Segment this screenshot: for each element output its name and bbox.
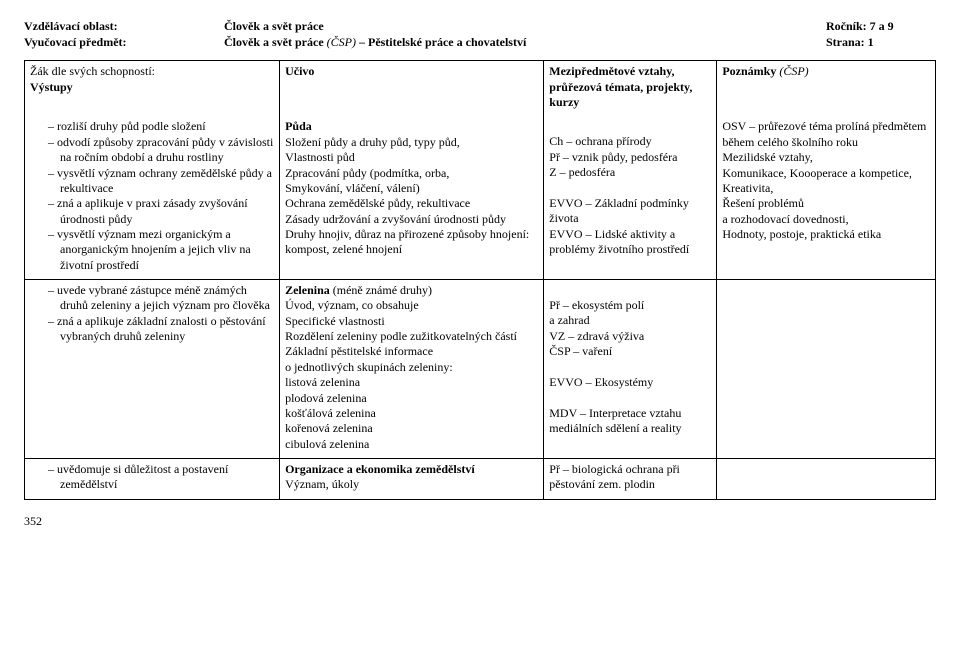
cell-vztahy-3: Př – biologická ochrana při pěstování ze… bbox=[544, 459, 717, 500]
cell-pozn-2 bbox=[717, 280, 936, 459]
cell-vystupy-3: uvědomuje si důležitost a postavení země… bbox=[25, 459, 280, 500]
list-item: uvede vybrané zástupce méně známých druh… bbox=[48, 283, 274, 314]
list-item: vysvětlí význam ochrany zemědělské půdy … bbox=[48, 166, 274, 197]
list-item: odvodí způsoby zpracování půdy v závislo… bbox=[48, 135, 274, 166]
cell-vztahy-2: Př – ekosystém polí a zahrad VZ – zdravá… bbox=[544, 280, 717, 459]
col-vztahy-header: Mezipředmětové vztahy, průřezová témata,… bbox=[544, 61, 717, 117]
list-item: zná a aplikuje základní znalosti o pěsto… bbox=[48, 314, 274, 345]
ucivo-title-2: Zelenina bbox=[285, 283, 333, 297]
ucivo-title-2-plain: (méně známé druhy) bbox=[333, 283, 432, 297]
predmet-val-pre: Člověk a svět práce bbox=[224, 35, 327, 49]
oblast-value: Člověk a svět práce bbox=[224, 18, 826, 34]
ucivo-title-3: Organizace a ekonomika zemědělství bbox=[285, 462, 538, 477]
vystupy-list-2: uvede vybrané zástupce méně známých druh… bbox=[30, 283, 274, 344]
header-left: Vzdělávací oblast: Vyučovací předmět: bbox=[24, 18, 224, 50]
cell-pozn-3 bbox=[717, 459, 936, 500]
col-ucivo-header: Učivo bbox=[280, 61, 544, 117]
table-header-row: Žák dle svých schopností: Výstupy Učivo … bbox=[25, 61, 936, 117]
cell-ucivo-3: Organizace a ekonomika zemědělství Význa… bbox=[280, 459, 544, 500]
predmet-val-ital: (ČSP) bbox=[327, 35, 356, 49]
document-header: Vzdělávací oblast: Vyučovací předmět: Čl… bbox=[24, 18, 936, 50]
page-number: 352 bbox=[24, 514, 936, 529]
vystupy-list-1: rozliší druhy půd podle složení odvodí z… bbox=[30, 119, 274, 273]
predmet-val-post: – Pěstitelské práce a chovatelství bbox=[356, 35, 526, 49]
col-vystupy-header: Žák dle svých schopností: Výstupy bbox=[25, 61, 280, 117]
zak-schopnosti: Žák dle svých schopností: bbox=[30, 64, 274, 79]
table-row: uvede vybrané zástupce méně známých druh… bbox=[25, 280, 936, 459]
ucivo-title-1: Půda bbox=[285, 119, 538, 134]
list-item: vysvětlí význam mezi organickým a anorga… bbox=[48, 227, 274, 273]
cell-ucivo-2: Zelenina (méně známé druhy) Úvod, význam… bbox=[280, 280, 544, 459]
poznamky-ital: (ČSP) bbox=[779, 64, 808, 78]
header-right: Ročník: 7 a 9 Strana: 1 bbox=[826, 18, 936, 50]
cell-vztahy-1: Ch – ochrana přírody Př – vznik půdy, pe… bbox=[544, 116, 717, 279]
vystupy-list-3: uvědomuje si důležitost a postavení země… bbox=[30, 462, 274, 493]
ucivo-body-1: Složení půdy a druhy půd, typy půd, Vlas… bbox=[285, 135, 538, 258]
list-item: rozliší druhy půd podle složení bbox=[48, 119, 274, 134]
header-center: Člověk a svět práce Člověk a svět práce … bbox=[224, 18, 826, 50]
strana-label: Strana: bbox=[826, 35, 868, 49]
strana-val: 1 bbox=[868, 35, 874, 49]
vzdelavaci-oblast-label: Vzdělávací oblast: bbox=[24, 18, 224, 34]
strana: Strana: 1 bbox=[826, 34, 936, 50]
curriculum-table: Žák dle svých schopností: Výstupy Učivo … bbox=[24, 60, 936, 499]
ucivo-body-3: Význam, úkoly bbox=[285, 477, 538, 492]
list-item: zná a aplikuje v praxi zásady zvyšování … bbox=[48, 196, 274, 227]
poznamky-label: Poznámky bbox=[722, 64, 779, 78]
vyucovaci-predmet-label: Vyučovací předmět: bbox=[24, 34, 224, 50]
rocnik-val: 7 a 9 bbox=[870, 19, 894, 33]
vystupy-label: Výstupy bbox=[30, 80, 274, 95]
ucivo-body-2: Úvod, význam, co obsahuje Specifické vla… bbox=[285, 298, 538, 452]
table-row: uvědomuje si důležitost a postavení země… bbox=[25, 459, 936, 500]
cell-vystupy-1: rozliší druhy půd podle složení odvodí z… bbox=[25, 116, 280, 279]
cell-pozn-1: OSV – průřezové téma prolíná předmětem b… bbox=[717, 116, 936, 279]
cell-vystupy-2: uvede vybrané zástupce méně známých druh… bbox=[25, 280, 280, 459]
rocnik: Ročník: 7 a 9 bbox=[826, 18, 936, 34]
col-poznamky-header: Poznámky (ČSP) bbox=[717, 61, 936, 117]
list-item: uvědomuje si důležitost a postavení země… bbox=[48, 462, 274, 493]
predmet-value: Člověk a svět práce (ČSP) – Pěstitelské … bbox=[224, 34, 826, 50]
rocnik-label: Ročník: bbox=[826, 19, 870, 33]
table-row: rozliší druhy půd podle složení odvodí z… bbox=[25, 116, 936, 279]
cell-ucivo-1: Půda Složení půdy a druhy půd, typy půd,… bbox=[280, 116, 544, 279]
